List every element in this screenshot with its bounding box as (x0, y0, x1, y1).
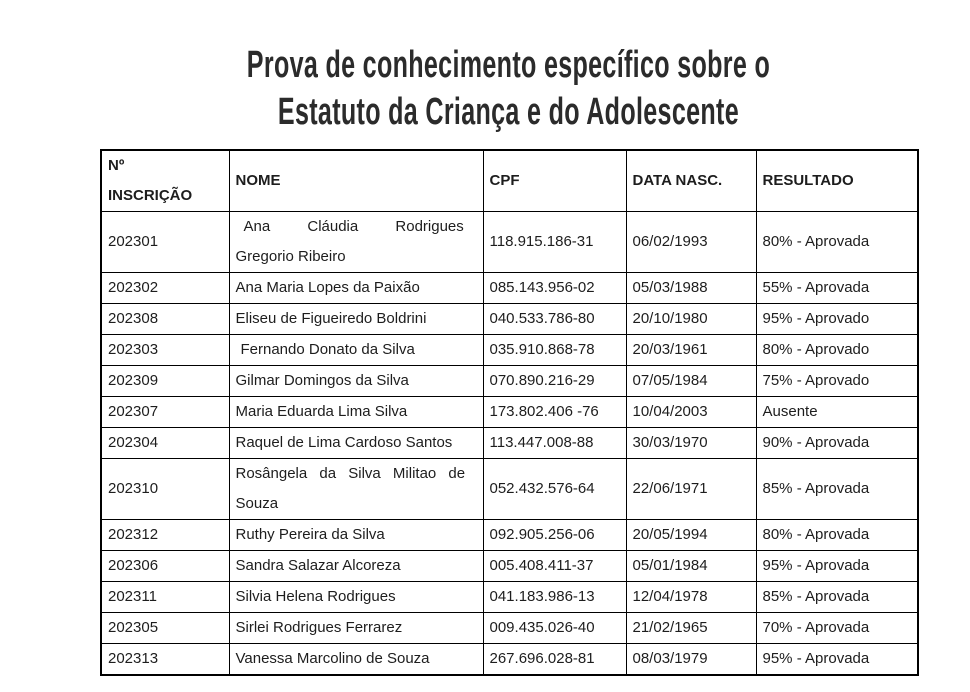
cell-nome: Sirlei Rodrigues Ferrarez (228, 612, 484, 644)
cell-nome: Rosângela da Silva Militao de Souza (228, 458, 484, 520)
cell-resultado: 95% - Aprovado (755, 303, 919, 335)
cell-data-nasc: 10/04/2003 (625, 396, 757, 428)
table-row: 202302 Ana Maria Lopes da Paixão 085.143… (100, 272, 919, 304)
cell-cpf: 035.910.868-78 (482, 334, 627, 366)
table-row: 202309 Gilmar Domingos da Silva 070.890.… (100, 365, 919, 397)
cell-inscricao: 202313 (100, 643, 230, 676)
cell-nome: Raquel de Lima Cardoso Santos (228, 427, 484, 459)
cell-data-nasc: 22/06/1971 (625, 458, 757, 520)
cell-resultado: 75% - Aprovado (755, 365, 919, 397)
table-header-row: Nº INSCRIÇÃO NOME CPF DATA NASC. RESULTA… (100, 149, 919, 212)
cell-data-nasc: 06/02/1993 (625, 211, 757, 273)
cell-cpf: 113.447.008-88 (482, 427, 627, 459)
header-inscricao: Nº INSCRIÇÃO (100, 149, 230, 212)
cell-cpf: 052.432.576-64 (482, 458, 627, 520)
cell-resultado: 55% - Aprovada (755, 272, 919, 304)
cell-inscricao: 202310 (100, 458, 230, 520)
results-table: Nº INSCRIÇÃO NOME CPF DATA NASC. RESULTA… (100, 149, 919, 676)
cell-inscricao: 202312 (100, 519, 230, 551)
cell-inscricao: 202304 (100, 427, 230, 459)
table-row: 202306 Sandra Salazar Alcoreza 005.408.4… (100, 550, 919, 582)
cell-data-nasc: 07/05/1984 (625, 365, 757, 397)
cell-inscricao: 202306 (100, 550, 230, 582)
cell-cpf: 070.890.216-29 (482, 365, 627, 397)
cell-nome: Gilmar Domingos da Silva (228, 365, 484, 397)
table-row: 202304 Raquel de Lima Cardoso Santos 113… (100, 427, 919, 459)
cell-cpf: 267.696.028-81 (482, 643, 627, 676)
cell-inscricao: 202305 (100, 612, 230, 644)
table-row: 202301 Ana Cláudia Rodrigues Gregorio Ri… (100, 211, 919, 273)
cell-inscricao: 202308 (100, 303, 230, 335)
cell-resultado: 85% - Aprovada (755, 458, 919, 520)
cell-data-nasc: 08/03/1979 (625, 643, 757, 676)
cell-nome: Ruthy Pereira da Silva (228, 519, 484, 551)
cell-data-nasc: 30/03/1970 (625, 427, 757, 459)
cell-cpf: 040.533.786-80 (482, 303, 627, 335)
cell-nome: Eliseu de Figueiredo Boldrini (228, 303, 484, 335)
title-block: Prova de conhecimento específico sobre o… (100, 0, 917, 136)
cell-resultado: 70% - Aprovada (755, 612, 919, 644)
cell-cpf: 005.408.411-37 (482, 550, 627, 582)
cell-resultado: 95% - Aprovada (755, 643, 919, 676)
cell-resultado: 90% - Aprovada (755, 427, 919, 459)
header-cpf: CPF (482, 149, 627, 212)
cell-nome: Sandra Salazar Alcoreza (228, 550, 484, 582)
header-resultado: RESULTADO (755, 149, 919, 212)
cell-inscricao: 202303 (100, 334, 230, 366)
cell-data-nasc: 20/10/1980 (625, 303, 757, 335)
cell-resultado: 80% - Aprovada (755, 211, 919, 273)
cell-inscricao: 202302 (100, 272, 230, 304)
cell-resultado: 80% - Aprovado (755, 334, 919, 366)
table-row: 202313 Vanessa Marcolino de Souza 267.69… (100, 643, 919, 676)
cell-data-nasc: 05/01/1984 (625, 550, 757, 582)
cell-data-nasc: 12/04/1978 (625, 581, 757, 613)
table-row: 202311 Silvia Helena Rodrigues 041.183.9… (100, 581, 919, 613)
cell-resultado: 80% - Aprovada (755, 519, 919, 551)
header-nome: NOME (228, 149, 484, 212)
cell-nome: Maria Eduarda Lima Silva (228, 396, 484, 428)
document-title: Prova de conhecimento específico sobre o… (246, 44, 771, 133)
cell-cpf: 085.143.956-02 (482, 272, 627, 304)
table-row: 202308 Eliseu de Figueiredo Boldrini 040… (100, 303, 919, 335)
table-row: 202307 Maria Eduarda Lima Silva 173.802.… (100, 396, 919, 428)
cell-data-nasc: 21/02/1965 (625, 612, 757, 644)
table-row: 202303 Fernando Donato da Silva 035.910.… (100, 334, 919, 366)
cell-data-nasc: 05/03/1988 (625, 272, 757, 304)
cell-inscricao: 202311 (100, 581, 230, 613)
cell-resultado: 85% - Aprovada (755, 581, 919, 613)
cell-data-nasc: 20/05/1994 (625, 519, 757, 551)
cell-inscricao: 202301 (100, 211, 230, 273)
cell-cpf: 009.435.026-40 (482, 612, 627, 644)
cell-resultado: Ausente (755, 396, 919, 428)
cell-data-nasc: 20/03/1961 (625, 334, 757, 366)
cell-cpf: 173.802.406 -76 (482, 396, 627, 428)
table-row: 202310 Rosângela da Silva Militao de Sou… (100, 458, 919, 520)
cell-nome: Vanessa Marcolino de Souza (228, 643, 484, 676)
cell-cpf: 041.183.986-13 (482, 581, 627, 613)
cell-nome: Fernando Donato da Silva (228, 334, 484, 366)
cell-inscricao: 202309 (100, 365, 230, 397)
cell-nome: Ana Maria Lopes da Paixão (228, 272, 484, 304)
header-data-nasc: DATA NASC. (625, 149, 757, 212)
cell-cpf: 092.905.256-06 (482, 519, 627, 551)
table-row: 202312 Ruthy Pereira da Silva 092.905.25… (100, 519, 919, 551)
cell-nome: Ana Cláudia Rodrigues Gregorio Ribeiro (228, 211, 484, 273)
cell-inscricao: 202307 (100, 396, 230, 428)
cell-cpf: 118.915.186-31 (482, 211, 627, 273)
table-row: 202305 Sirlei Rodrigues Ferrarez 009.435… (100, 612, 919, 644)
cell-resultado: 95% - Aprovada (755, 550, 919, 582)
cell-nome: Silvia Helena Rodrigues (228, 581, 484, 613)
